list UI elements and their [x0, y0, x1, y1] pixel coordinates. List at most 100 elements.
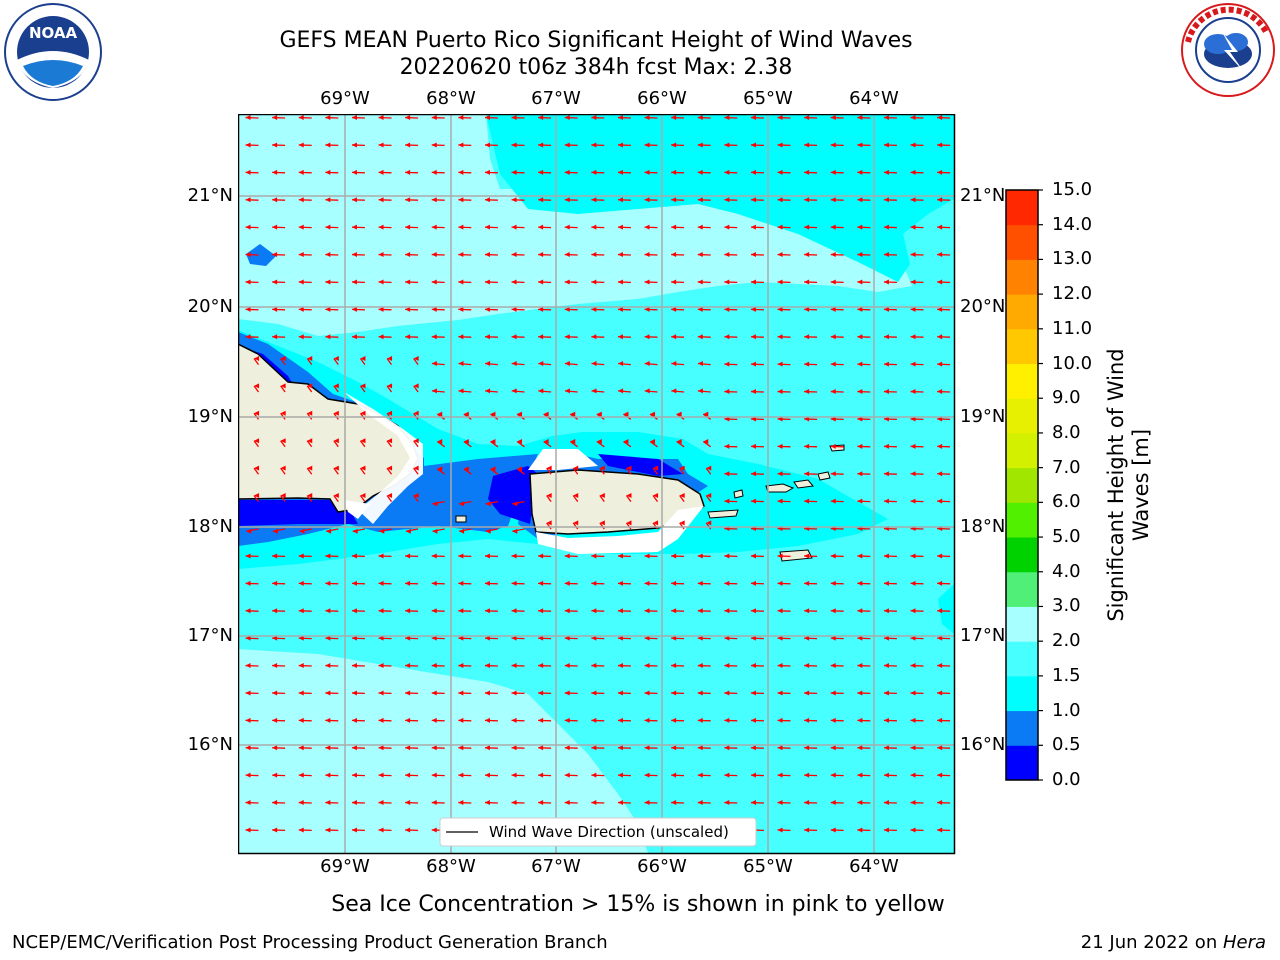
wave-arrow: [413, 385, 419, 393]
wave-arrow-head: [591, 252, 597, 258]
wave-arrow-head: [706, 465, 712, 471]
wave-arrow-head: [830, 717, 836, 723]
wave-arrow-head: [910, 772, 916, 778]
wave-arrow-head: [599, 465, 605, 471]
wave-arrow-head: [697, 553, 703, 559]
lon-tick-top: 65°W: [743, 88, 793, 109]
wave-arrow-head: [830, 498, 836, 504]
wave-arrow-head: [650, 411, 656, 417]
wave-arrow-head: [272, 115, 278, 121]
wave-arrow-head: [538, 388, 544, 394]
wave-arrow-head: [883, 580, 889, 586]
wave-arrow-head: [431, 252, 437, 258]
wave-arrow-head: [413, 410, 419, 416]
wave-arrow-head: [245, 169, 251, 175]
colorbar-swatch: [1006, 259, 1038, 295]
wave-arrow-head: [883, 115, 889, 121]
wave-arrow-head: [883, 745, 889, 751]
wave-arrow-head: [351, 306, 357, 312]
lat-tick-right: 20°N: [960, 296, 1006, 317]
wave-arrow-head: [830, 306, 836, 312]
wave-arrow-head: [538, 360, 544, 366]
wave-arrow-head: [458, 306, 464, 312]
wave-arrow-head: [804, 389, 810, 395]
wave-arrow-head: [360, 355, 366, 361]
wave-arrow-head: [750, 498, 756, 504]
wave-arrow-head: [432, 528, 438, 534]
wave-arrow-head: [272, 224, 278, 230]
wave-arrow-head: [325, 800, 331, 806]
wave-arrow-head: [883, 663, 889, 669]
wave-arrow-head: [857, 169, 863, 175]
wave-arrow-head: [325, 827, 331, 833]
wave-arrow-head: [360, 492, 366, 498]
wave-arrow-head: [804, 635, 810, 641]
wave-arrow-head: [910, 443, 916, 449]
wave-arrow-head: [617, 663, 623, 669]
wave-arrow-head: [333, 465, 339, 471]
wave-arrow-head: [298, 142, 304, 148]
wave-arrow-head: [405, 279, 411, 285]
wave-arrow-head: [570, 411, 576, 417]
wave-arrow-head: [937, 635, 943, 641]
wave-arrow-head: [538, 690, 544, 696]
wave-arrow-head: [458, 772, 464, 778]
wave-arrow-head: [697, 388, 703, 394]
wave-arrow: [623, 440, 632, 448]
contour-0-0-south-coast: [238, 500, 358, 526]
wave-arrow-head: [325, 745, 331, 751]
wave-arrow-head: [644, 800, 650, 806]
wave-arrow-head: [573, 520, 579, 526]
wave-arrow: [679, 467, 685, 475]
wave-arrow-head: [272, 528, 278, 534]
wave-arrow-head: [857, 772, 863, 778]
wave-arrow-head: [405, 197, 411, 203]
wave-arrow: [359, 385, 366, 393]
wave-arrow: [546, 495, 552, 502]
lat-tick-left: 18°N: [187, 516, 233, 537]
wave-arrow-head: [437, 411, 443, 417]
wave-arrow-head: [431, 745, 437, 751]
colorbar-swatch: [1006, 571, 1038, 607]
wave-arrow-head: [272, 334, 278, 340]
wave-arrow-head: [777, 306, 783, 312]
colorbar-swatch: [1006, 398, 1038, 434]
wave-arrow-head: [307, 410, 313, 416]
wave-arrow-head: [724, 334, 730, 340]
lat-tick-left: 17°N: [187, 625, 233, 646]
wave-arrow-head: [697, 252, 703, 258]
wave-arrow-head: [538, 142, 544, 148]
wave-arrow-head: [617, 745, 623, 751]
colorbar-swatch: [1006, 537, 1038, 573]
wave-arrow-head: [830, 690, 836, 696]
wave-arrow-head: [458, 553, 464, 559]
wave-arrow-head: [272, 827, 278, 833]
wave-arrow-head: [617, 279, 623, 285]
wave-arrow: [359, 467, 366, 475]
colorbar-swatch: [1006, 328, 1038, 365]
wave-arrow-head: [644, 224, 650, 230]
wave-arrow-head: [777, 361, 783, 367]
wave-arrow-head: [671, 142, 677, 148]
wave-arrow-head: [724, 772, 730, 778]
wave-arrow-head: [937, 443, 943, 449]
wave-arrow-head: [405, 800, 411, 806]
wave-arrow-head: [883, 772, 889, 778]
wave-arrow-head: [777, 580, 783, 586]
wave-arrow-head: [617, 306, 623, 312]
wave-arrow-head: [272, 663, 278, 669]
wave-arrow-head: [591, 553, 597, 559]
wave-arrow: [546, 522, 552, 530]
wave-arrow-head: [599, 492, 605, 498]
wave-arrow-head: [325, 306, 331, 312]
wave-arrow-head: [405, 553, 411, 559]
wave-arrow-head: [626, 492, 632, 498]
wave-arrow-head: [564, 690, 570, 696]
wave-arrow-head: [511, 663, 517, 669]
wave-arrow-head: [777, 717, 783, 723]
wave-arrow-head: [857, 361, 863, 367]
lon-tick-top: 68°W: [426, 88, 476, 109]
wave-arrow-head: [458, 142, 464, 148]
wave-arrow-head: [857, 197, 863, 203]
lat-tick-left: 19°N: [187, 406, 233, 427]
